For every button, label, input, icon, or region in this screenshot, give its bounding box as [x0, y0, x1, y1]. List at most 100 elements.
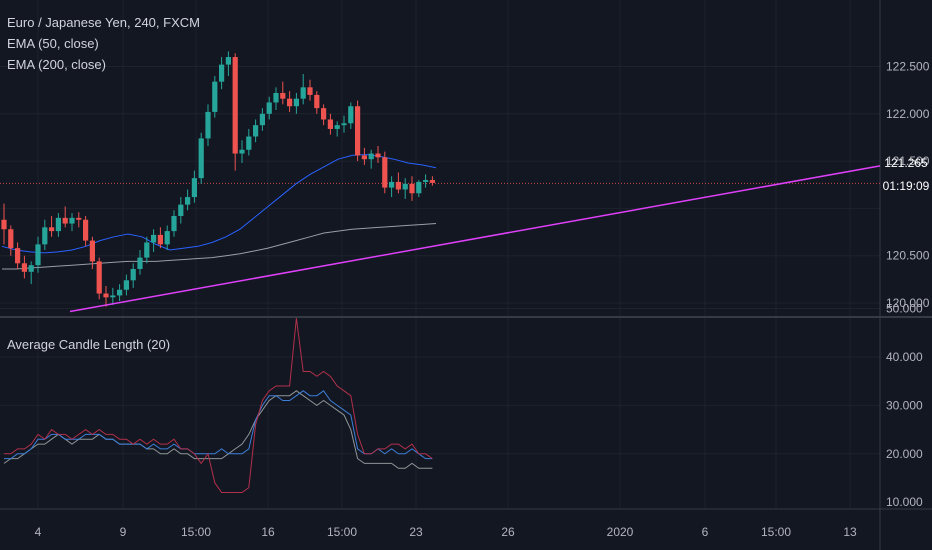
candle-body — [35, 244, 41, 266]
candle-body — [225, 57, 231, 65]
time-tick-label: 15:00 — [761, 525, 791, 539]
candle-body — [178, 204, 184, 216]
candle-body — [96, 261, 102, 294]
candle-body — [8, 229, 14, 249]
candle-body — [171, 215, 177, 232]
indicator-label[interactable]: Average Candle Length (20) — [7, 337, 171, 352]
candle-body — [355, 106, 361, 156]
candle-body — [110, 295, 116, 298]
time-tick-label: 6 — [702, 525, 709, 539]
candle-body — [62, 217, 68, 224]
time-tick-label: 9 — [120, 525, 127, 539]
candle-body — [361, 155, 367, 160]
candle-body — [253, 125, 259, 137]
candle-body — [429, 180, 435, 183]
candle-body — [246, 136, 252, 150]
candle-body — [117, 289, 123, 296]
indicator-tick-label: 30.000 — [886, 398, 923, 412]
candle-body — [185, 197, 191, 205]
candle-body — [21, 263, 27, 272]
time-tick-label: 4 — [35, 525, 42, 539]
symbol-title[interactable]: Euro / Japanese Yen, 240, FXCM — [7, 15, 200, 30]
last-price-tag: 121.265 — [884, 156, 928, 170]
candle-body — [300, 87, 306, 99]
acl-blue-line — [4, 390, 433, 460]
candle-body — [137, 257, 143, 269]
candle-body — [212, 81, 218, 112]
candle-body — [409, 183, 415, 194]
candle-body — [15, 248, 21, 264]
candle-body — [89, 240, 95, 262]
candle-body — [103, 293, 109, 298]
time-tick-label: 23 — [409, 525, 423, 539]
candle-body — [293, 98, 299, 107]
candle-body — [375, 153, 381, 158]
time-tick-label: 13 — [843, 525, 857, 539]
time-tick-label: 2020 — [607, 525, 634, 539]
time-tick-label: 15:00 — [181, 525, 211, 539]
candle-body — [219, 64, 225, 82]
candle-body — [266, 102, 272, 114]
indicator-tick-label: 10.000 — [886, 495, 923, 509]
candle-body — [144, 242, 150, 258]
candle-body — [83, 219, 89, 241]
candle-body — [69, 217, 75, 224]
candle-body — [232, 57, 238, 154]
candle-body — [198, 138, 204, 179]
trendline — [69, 165, 881, 313]
ema50-line — [1, 153, 437, 254]
main-legend: Euro / Japanese Yen, 240, FXCM EMA (50, … — [7, 12, 200, 75]
candle-body — [164, 231, 170, 245]
countdown-tag: 01:19:09 — [882, 179, 930, 193]
price-tick-label: 120.000 — [886, 296, 930, 310]
candle-body — [49, 227, 55, 232]
candle-body — [402, 183, 408, 190]
price-tick-label: 121.500 — [886, 154, 930, 168]
candle-body — [42, 227, 48, 245]
candle-body — [395, 181, 401, 190]
candle-body — [205, 111, 211, 139]
indicator-legend: Average Candle Length (20) — [7, 334, 170, 355]
ema50-label[interactable]: EMA (50, close) — [7, 36, 99, 51]
candle-body — [389, 181, 395, 188]
candle-body — [1, 219, 7, 230]
ema200-line — [2, 223, 437, 270]
candle-body — [151, 234, 157, 243]
ema200-label[interactable]: EMA (200, close) — [7, 57, 106, 72]
candle-body — [307, 87, 313, 95]
candle-body — [348, 106, 354, 124]
candle-body — [76, 217, 82, 220]
candle-body — [239, 149, 245, 154]
candle-body — [280, 92, 286, 99]
candle-body — [259, 113, 265, 126]
candle-body — [55, 217, 61, 232]
time-tick-label: 16 — [261, 525, 275, 539]
acl-red-line — [4, 318, 433, 493]
candle-body — [123, 280, 129, 290]
indicator-tick-label: 40.000 — [886, 350, 923, 364]
acl-gray-line — [3, 390, 433, 469]
indicator-tick-label: 20.000 — [886, 447, 923, 461]
candle-body — [273, 92, 279, 103]
candle-body — [191, 178, 197, 198]
candle-body — [334, 125, 340, 129]
price-tick-label: 120.500 — [886, 249, 930, 263]
candle-body — [341, 123, 347, 126]
candle-body — [416, 181, 422, 194]
candle-body — [368, 153, 374, 160]
candle-body — [382, 157, 388, 188]
price-tick-label: 122.000 — [886, 107, 930, 121]
candle-body — [321, 108, 327, 120]
candle-body — [28, 265, 34, 272]
candle-body — [157, 234, 163, 245]
indicator-tick-label: 50.000 — [886, 302, 923, 316]
candle-body — [423, 180, 429, 182]
price-tick-label: 122.500 — [886, 60, 930, 74]
time-tick-label: 15:00 — [327, 525, 357, 539]
time-tick-label: 26 — [501, 525, 515, 539]
candle-body — [327, 119, 333, 129]
candle-body — [287, 98, 293, 107]
candle-body — [314, 94, 320, 109]
